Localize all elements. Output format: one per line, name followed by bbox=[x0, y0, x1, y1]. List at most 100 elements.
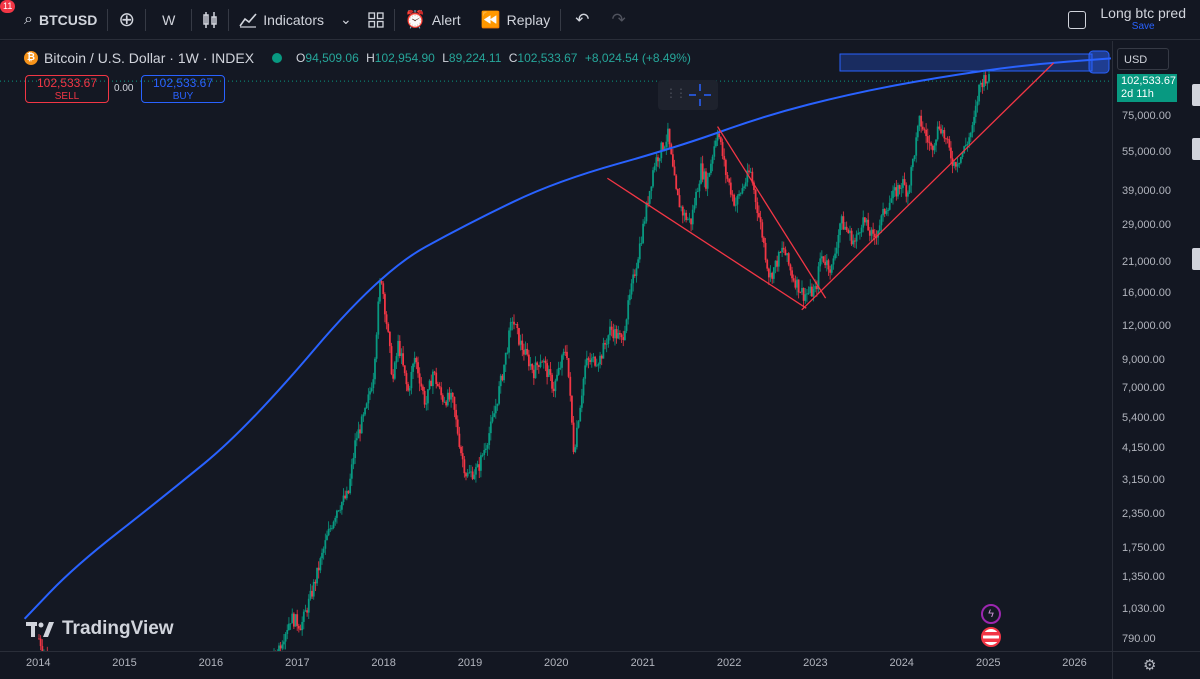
candle-body bbox=[766, 259, 769, 269]
candle-body bbox=[696, 191, 699, 193]
layout-title: Long btc pred bbox=[1100, 5, 1186, 21]
right-panel-tab[interactable] bbox=[1192, 248, 1200, 270]
candle-body bbox=[868, 230, 871, 236]
candle-body bbox=[450, 392, 453, 400]
candle-body bbox=[357, 429, 360, 439]
candle-body bbox=[566, 351, 568, 359]
change-value: +8,024.54 (+8.49%) bbox=[584, 51, 691, 65]
drawing-toolbar[interactable]: ⋮⋮ bbox=[658, 80, 718, 110]
candle-body bbox=[804, 294, 807, 301]
candle-body bbox=[547, 369, 550, 377]
candle-body bbox=[615, 329, 618, 339]
candle-body bbox=[959, 156, 962, 163]
gear-icon[interactable]: ⚙ bbox=[1143, 657, 1157, 674]
tradingview-logo[interactable]: TradingView bbox=[26, 618, 174, 640]
save-button[interactable]: Save bbox=[1131, 21, 1155, 32]
us-flag-event-icon[interactable] bbox=[981, 627, 1001, 647]
time-axis[interactable] bbox=[0, 651, 1112, 679]
candle-body bbox=[648, 190, 651, 204]
interval-button[interactable]: W bbox=[162, 11, 176, 28]
notification-badge[interactable]: 11 bbox=[0, 0, 16, 13]
candle-body bbox=[336, 510, 338, 518]
chevron-down-icon[interactable]: ⌄ bbox=[340, 11, 352, 27]
candle-body bbox=[349, 478, 352, 494]
replay-button[interactable]: ⏪ Replay bbox=[471, 0, 561, 40]
layout-name-button[interactable]: Long btc pred Save bbox=[1100, 6, 1186, 34]
candle-body bbox=[623, 330, 626, 340]
undo-button[interactable]: ↶ bbox=[561, 0, 603, 40]
divider bbox=[393, 8, 395, 31]
price-chart[interactable] bbox=[0, 41, 1112, 651]
candle-body bbox=[534, 362, 537, 379]
indicators-label: Indicators bbox=[263, 11, 324, 28]
symbol-search[interactable]: ⌕ BTCUSD bbox=[0, 0, 107, 40]
lightning-event-icon[interactable]: ϟ bbox=[981, 604, 1001, 624]
tradingview-wordmark: TradingView bbox=[62, 618, 174, 639]
candle-body bbox=[283, 641, 285, 645]
chart-pane[interactable] bbox=[0, 41, 1112, 651]
indicators-button[interactable]: Indicators bbox=[229, 0, 334, 40]
candle-body bbox=[468, 472, 471, 474]
candle-body bbox=[905, 184, 908, 197]
candle-body bbox=[678, 195, 681, 208]
candle-body bbox=[319, 558, 322, 571]
compare-button[interactable]: ⊕ bbox=[108, 0, 145, 40]
crosshair-icon[interactable] bbox=[687, 82, 713, 108]
candle-body bbox=[935, 139, 937, 146]
price-tick-label: 39,000.00 bbox=[1122, 185, 1171, 198]
candle-body bbox=[337, 510, 340, 512]
candle-body bbox=[435, 372, 438, 385]
candle-body bbox=[415, 357, 418, 363]
divider bbox=[107, 8, 109, 31]
right-panel-tab[interactable] bbox=[1192, 138, 1200, 160]
candle-body bbox=[597, 364, 600, 366]
layout-checkbox[interactable] bbox=[1068, 11, 1087, 29]
candle-body bbox=[715, 140, 717, 147]
candle-body bbox=[412, 363, 414, 372]
price-axis[interactable] bbox=[1112, 41, 1200, 651]
low-value: 89,224.11 bbox=[448, 51, 502, 65]
candle-body bbox=[781, 247, 784, 253]
candle-body bbox=[806, 293, 808, 295]
candle-body bbox=[743, 186, 745, 189]
bar-countdown: 2d 11h bbox=[1121, 88, 1154, 100]
candle-body bbox=[892, 190, 894, 199]
time-tick-label: 2023 bbox=[803, 657, 828, 669]
candle-body bbox=[930, 142, 932, 146]
sell-button[interactable]: 102,533.67 SELL bbox=[25, 75, 109, 103]
last-price-value: 102,533.67 bbox=[1121, 75, 1177, 87]
time-tick-label: 2020 bbox=[544, 657, 569, 669]
candle-body bbox=[456, 419, 459, 434]
candle-body bbox=[789, 264, 792, 271]
candle-body bbox=[817, 266, 820, 290]
currency-selector[interactable]: USD bbox=[1117, 48, 1169, 70]
candle-body bbox=[332, 521, 335, 529]
chart-type-button[interactable] bbox=[192, 0, 228, 40]
axis-settings-corner[interactable]: ⚙ bbox=[1112, 651, 1200, 679]
series-legend[interactable]: ₿ Bitcoin / U.S. Dollar · 1W · INDEX O94… bbox=[24, 50, 691, 66]
candle-body bbox=[923, 129, 926, 131]
candle-body bbox=[552, 388, 555, 392]
candle-body bbox=[791, 270, 793, 279]
candle-body bbox=[862, 217, 865, 228]
right-panel-tab[interactable] bbox=[1192, 84, 1200, 106]
buy-button[interactable]: 102,533.67 BUY bbox=[141, 75, 225, 103]
candle-body bbox=[824, 261, 827, 266]
candle-body bbox=[713, 146, 716, 157]
candle-body bbox=[839, 223, 841, 236]
candle-body bbox=[347, 490, 350, 494]
drag-handle-icon[interactable]: ⋮⋮ bbox=[665, 86, 687, 100]
candle-body bbox=[446, 392, 449, 406]
alert-button[interactable]: ⏰ Alert bbox=[395, 0, 471, 40]
candle-body bbox=[842, 216, 845, 230]
candle-body bbox=[897, 185, 899, 197]
candle-body bbox=[509, 322, 512, 331]
candle-body bbox=[551, 374, 553, 389]
candle-body bbox=[978, 84, 980, 102]
candle-body bbox=[322, 548, 325, 553]
candle-body bbox=[491, 417, 494, 422]
candle-body bbox=[297, 625, 300, 629]
candle-body bbox=[741, 188, 744, 194]
redo-button[interactable]: ↷ bbox=[603, 0, 633, 40]
templates-button[interactable] bbox=[358, 0, 394, 40]
